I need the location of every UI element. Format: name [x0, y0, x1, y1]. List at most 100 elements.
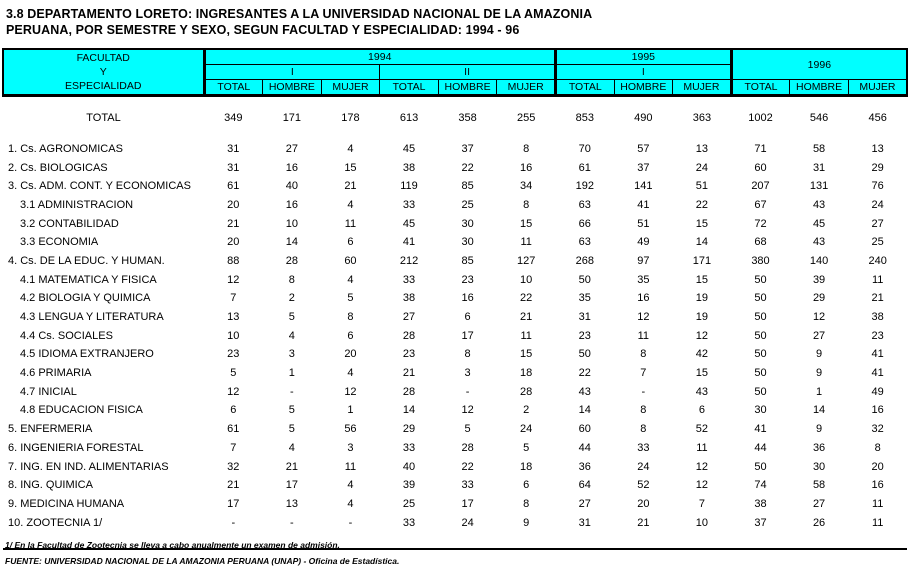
value-cell: 11 [520, 329, 532, 342]
value-cell: 28 [461, 441, 474, 454]
value-cell: 23 [461, 273, 474, 286]
table-row: 4.4 Cs. SOCIALES 10 4 6 28 17 11 23 11 12 50 27 23 [3, 326, 907, 345]
value-cell: 71 [754, 142, 767, 155]
value-cell: 27 [402, 311, 416, 324]
value-cell: 56 [344, 423, 357, 436]
value-cell: 10 [695, 516, 709, 529]
value-cell: 61 [578, 161, 591, 174]
value-cell: 4 [288, 441, 295, 454]
year-header-1996: 1996 [729, 48, 908, 80]
value-cell: 37 [461, 142, 474, 155]
row-label: 4.6 PRIMARIA [20, 367, 92, 380]
value-cell: 15 [695, 273, 709, 286]
value-cell: 63 [578, 198, 591, 211]
table-row: 8. ING. QUIMICA 21 17 4 39 33 6 64 52 12 74 58 16 [3, 476, 907, 495]
value-cell: 24 [637, 460, 650, 473]
value-cell: 12 [695, 479, 709, 492]
value-cell: 44 [578, 441, 591, 454]
value-cell: 127 [517, 254, 536, 267]
page-title-line1: 3.8 DEPARTAMENTO LORETO: INGRESANTES A L… [6, 7, 593, 21]
table-row: 9. MEDICINA HUMANA 17 13 4 25 17 8 27 20 7 38 27 11 [3, 495, 907, 514]
value-cell: 41 [637, 198, 650, 211]
value-cell: 49 [637, 236, 650, 249]
value-cell: 14 [695, 236, 709, 249]
value-cell: - [465, 385, 470, 398]
column-header-hombre: HOMBRE [613, 79, 674, 97]
value-cell: 7 [230, 441, 237, 454]
value-cell: 12 [227, 273, 240, 286]
value-cell: 33 [402, 273, 416, 286]
value-cell: 2 [288, 292, 295, 305]
footnote-zootecnia: 1/ En la Facultad de Zootecnia se lleva … [5, 540, 340, 550]
row-label: 3.2 CONTABILIDAD [20, 217, 119, 230]
value-cell: 9 [816, 367, 823, 380]
value-cell: 25 [461, 198, 474, 211]
value-cell: 25 [871, 236, 884, 249]
value-cell: 50 [578, 348, 591, 361]
value-cell: 33 [637, 441, 650, 454]
value-cell: 44 [754, 441, 767, 454]
value-cell: 50 [754, 367, 767, 380]
value-cell: 32 [227, 460, 240, 473]
value-cell: 50 [754, 311, 767, 324]
value-cell: 11 [344, 460, 357, 473]
row-label: 5. ENFERMERIA [8, 423, 93, 436]
source-note: FUENTE: UNIVERSIDAD NACIONAL DE LA AMAZO… [5, 556, 400, 566]
value-cell: 29 [402, 423, 416, 436]
value-cell: 7 [230, 292, 237, 305]
value-cell: 67 [754, 198, 767, 211]
value-cell: 28 [402, 329, 416, 342]
value-cell: 21 [637, 516, 650, 529]
value-cell: 18 [520, 367, 533, 380]
value-cell: 8 [523, 497, 530, 510]
row-label: 9. MEDICINA HUMANA [8, 497, 125, 510]
row-label: 4.1 MATEMATICA Y FISICA [20, 273, 157, 286]
value-cell: - [348, 516, 353, 529]
column-header-mujer: MUJER [847, 79, 908, 97]
value-cell: 41 [871, 367, 884, 380]
value-cell: 7 [640, 367, 647, 380]
value-cell: 30 [461, 236, 474, 249]
table-row: 10. ZOOTECNIA 1/ - - - 33 24 9 31 21 10 37 26 11 [3, 513, 907, 532]
value-cell: 58 [812, 142, 826, 155]
value-cell: 28 [402, 385, 416, 398]
value-cell: 5 [230, 367, 237, 380]
value-cell: 23 [871, 329, 884, 342]
value-cell: 51 [637, 217, 650, 230]
value-cell: 6 [230, 404, 237, 417]
value-cell: 4 [347, 198, 354, 211]
column-header-hombre: HOMBRE [789, 79, 849, 97]
year-header-1995: 1995 [553, 48, 732, 65]
value-cell: 31 [578, 516, 591, 529]
value-cell: 26 [812, 516, 826, 529]
value-cell: 27 [812, 329, 826, 342]
value-cell: 60 [754, 161, 767, 174]
value-cell: 29 [871, 161, 884, 174]
table-row: 4.3 LENGUA Y LITERATURA 13 5 8 27 6 21 31 12 19 50… [3, 308, 907, 327]
value-cell: 22 [578, 367, 591, 380]
table-row: 5. ENFERMERIA 61 5 56 29 5 24 60 8 52 41 9 32 [3, 420, 907, 439]
value-cell: 12 [637, 311, 650, 324]
value-cell: 212 [399, 254, 419, 267]
value-cell: 24 [520, 423, 533, 436]
row-label: 8. ING. QUIMICA [8, 479, 93, 492]
value-cell: 6 [347, 236, 354, 249]
value-cell: 97 [637, 254, 650, 267]
column-header-total: TOTAL [203, 79, 264, 97]
value-cell: 4 [347, 497, 354, 510]
value-cell: 171 [282, 112, 302, 125]
row-label: 3.1 ADMINISTRACION [20, 198, 134, 211]
value-cell: 2 [523, 404, 530, 417]
value-cell: 20 [637, 497, 650, 510]
value-cell: 64 [578, 479, 591, 492]
table-row: 1. Cs. AGRONOMICAS 31 27 4 45 37 8 70 57 13 71 58 13 [3, 140, 907, 159]
value-cell: 13 [695, 142, 709, 155]
row-label: 4.3 LENGUA Y LITERATURA [20, 311, 164, 324]
row-label: 10. ZOOTECNIA 1/ [8, 516, 103, 529]
value-cell: 15 [344, 161, 357, 174]
value-cell: 6 [347, 329, 354, 342]
value-cell: 6 [698, 404, 705, 417]
value-cell: 178 [341, 112, 360, 125]
column-header-mujer: MUJER [672, 79, 732, 97]
